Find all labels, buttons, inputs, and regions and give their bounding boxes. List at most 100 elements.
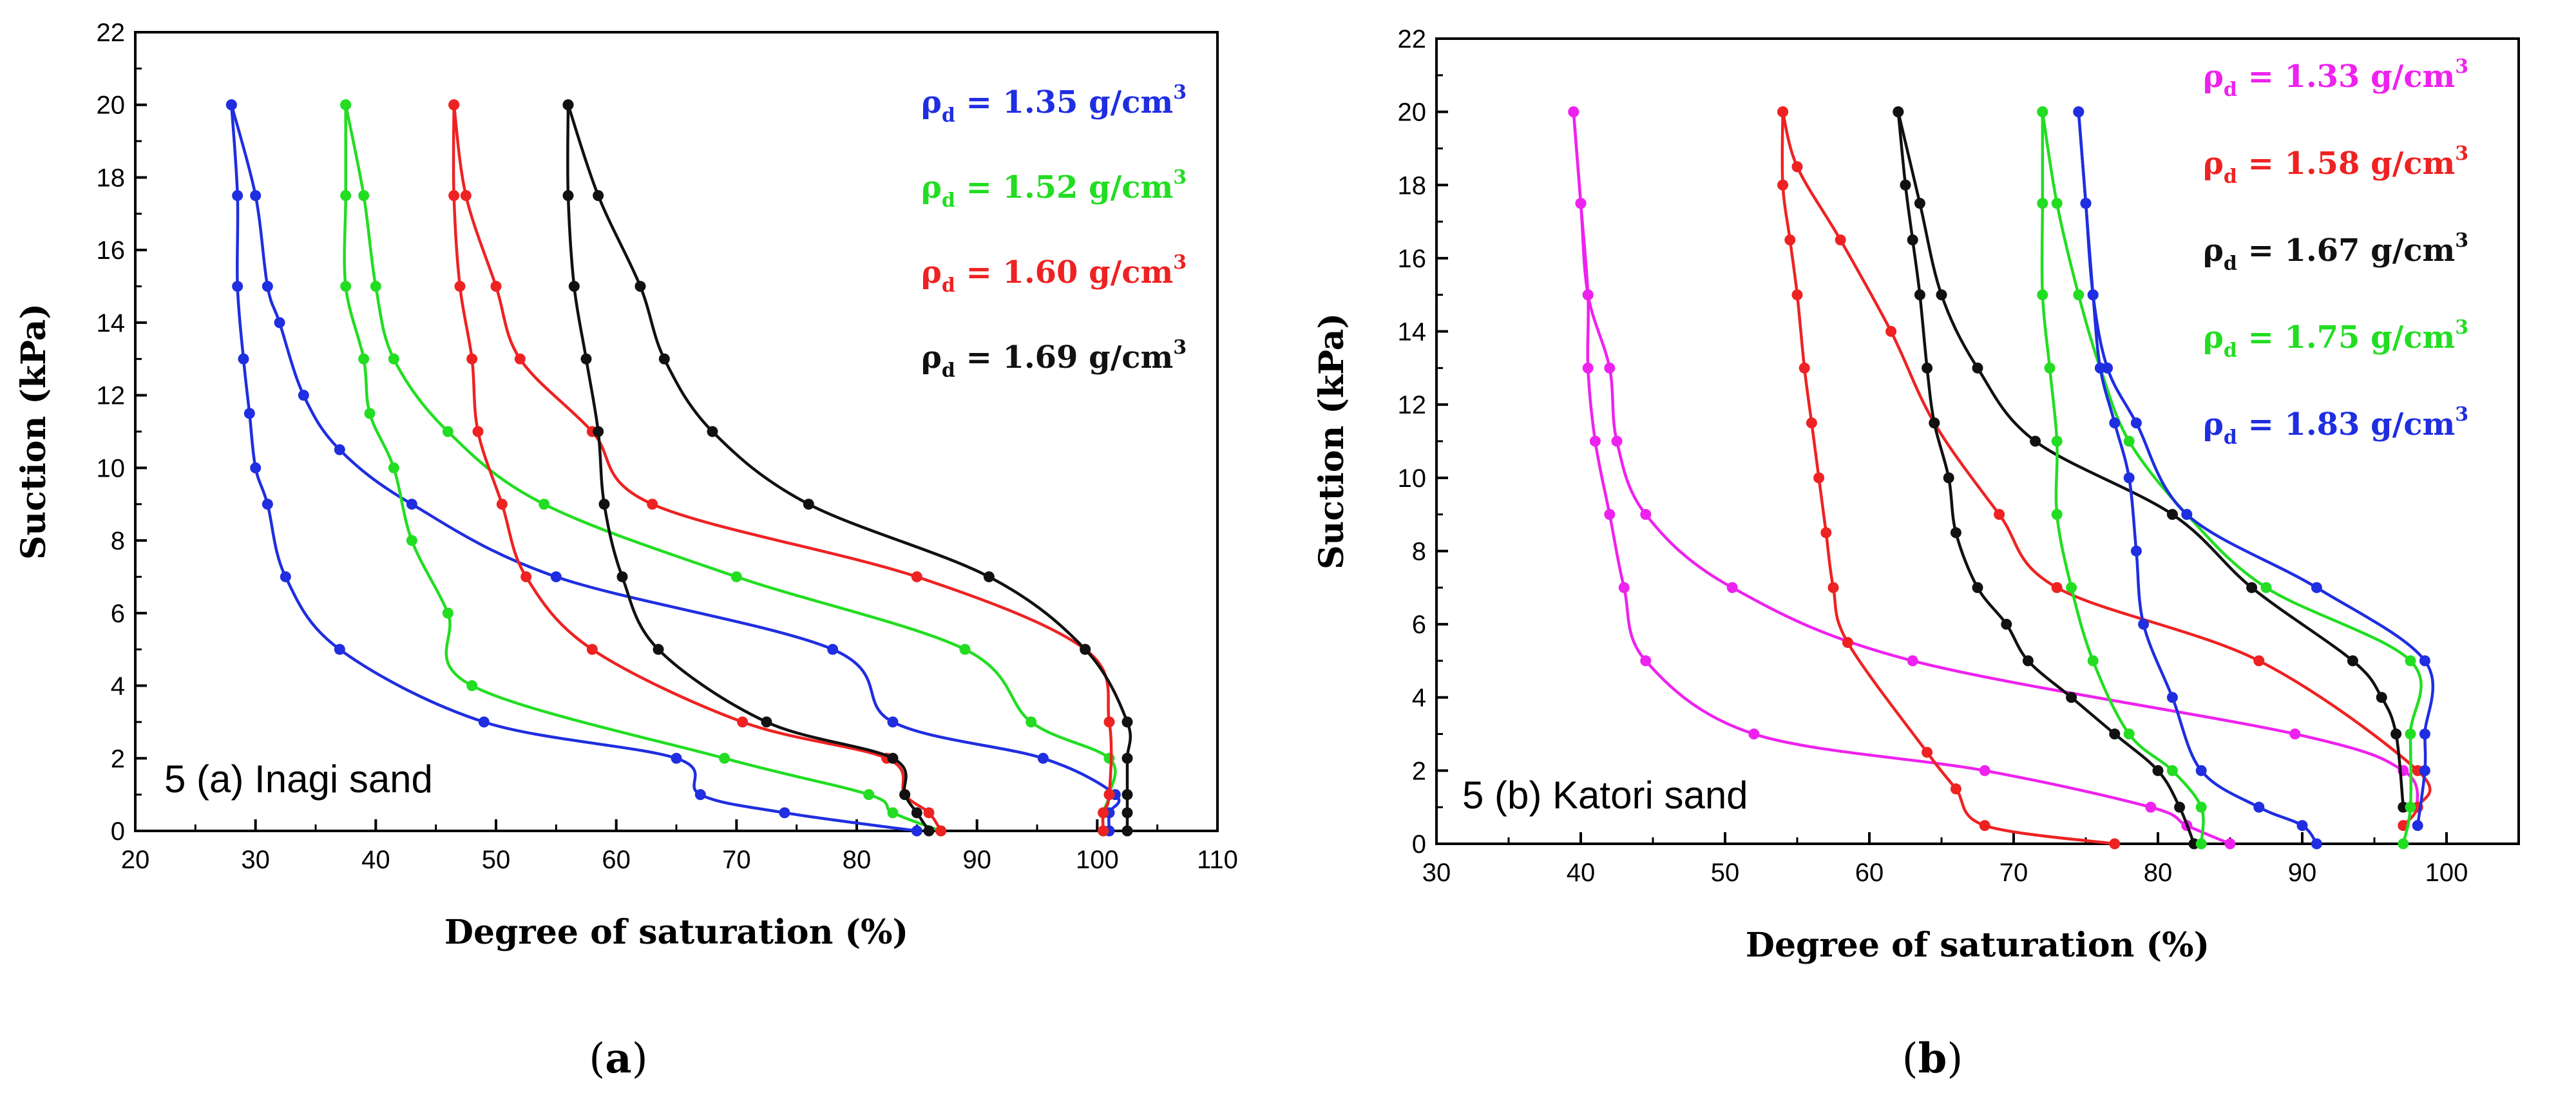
data-point [707,426,718,437]
y-tick-label: 10 [97,454,126,482]
data-point [2195,765,2207,776]
y-tick-label: 6 [111,600,125,628]
data-point [1098,807,1109,819]
data-point [2311,582,2322,593]
y-tick-label: 8 [1412,537,1426,566]
data-point [340,99,352,111]
panel-label: 5 (b) Katori sand [1462,774,1748,817]
data-point [406,535,417,546]
data-point [2037,106,2048,118]
y-tick-label: 0 [1412,830,1426,859]
data-point [2296,820,2308,832]
data-point [1914,289,1925,301]
data-point [2109,417,2121,429]
legend-entry: ρd = 1.83 g/cm3 [2203,403,2468,449]
series-line-drying [566,104,1132,831]
x-axis-title: Degree of saturation (%) [444,913,908,952]
data-point [280,571,291,582]
data-point [2289,728,2301,740]
data-point [334,444,345,455]
data-point [2419,765,2430,776]
data-point [1098,825,1109,837]
data-point [863,789,875,801]
y-tick-label: 14 [97,309,126,338]
data-point [1806,417,1817,429]
data-point [1827,582,1839,593]
data-point [250,190,262,202]
data-point [1121,789,1133,801]
x-tick-label: 40 [361,846,390,874]
data-point [983,571,995,582]
data-point [1929,417,1940,429]
data-point [334,643,345,655]
data-point [2195,801,2207,813]
data-point [2195,838,2207,850]
y-tick-label: 8 [111,527,125,555]
data-point [1582,362,1594,374]
data-point [496,499,508,510]
data-point [2181,509,2193,520]
data-point [562,99,574,111]
data-point [1604,509,1616,520]
data-point [1936,289,1947,301]
data-point [2166,692,2178,703]
series-line-drying [2077,111,2435,826]
data-point [340,281,352,292]
data-point [514,353,526,365]
y-tick-label: 14 [1398,318,1427,347]
data-point [466,353,478,365]
data-point [1748,728,1760,740]
data-point [2001,618,2012,630]
data-point [232,281,243,292]
chart-panel-a: 20 30 40 50 60 70 80 90 100 110 0 2 4 6 8 10 12 14 16 18 20 2… [14,19,1238,1083]
data-point [1835,234,1846,245]
data-point [2405,655,2416,667]
data-point [2130,545,2142,557]
y-tick-label: 10 [1398,464,1427,493]
data-point [1640,509,1652,520]
series-2 [1893,106,2409,850]
data-point [1950,783,1961,795]
data-point [1604,362,1616,374]
data-point [1026,716,1037,728]
legend-entry: ρd = 1.60 g/cm3 [921,251,1187,297]
data-point [442,426,453,437]
series-line-wetting [566,104,930,832]
data-point [2123,472,2135,484]
y-tick-label: 6 [1412,611,1426,639]
data-point [1972,582,1983,593]
data-point [539,499,550,510]
data-point [2051,582,2063,593]
data-point [1121,807,1133,819]
data-point [887,716,899,728]
data-point [478,716,490,728]
data-point [2109,728,2121,740]
series-line-drying [1781,111,2432,827]
series-line-drying [230,104,1121,832]
data-point [1080,643,1091,655]
data-point [406,499,417,510]
data-point [803,499,814,510]
y-tick-label: 4 [111,672,125,701]
data-point [1922,747,1933,758]
legend-entry: ρd = 1.75 g/cm3 [2203,316,2468,362]
data-point [1777,106,1789,118]
data-point [472,426,484,437]
y-tick-label: 16 [97,236,126,265]
x-tick-label: 110 [1197,846,1238,874]
data-point [827,643,839,655]
legend-entry: ρd = 1.67 g/cm3 [2203,229,2468,275]
data-point [2044,362,2056,374]
data-point [2094,362,2106,374]
data-point [1037,752,1049,764]
data-point [1979,820,1990,832]
x-tick-label: 60 [602,846,631,874]
data-point [887,752,899,764]
data-point [1640,655,1652,667]
data-point [2398,838,2409,850]
y-tick-label: 18 [97,164,126,192]
data-point [2253,655,2265,667]
y-tick-label: 2 [1412,757,1426,785]
x-tick-label: 30 [241,846,270,874]
y-tick-label: 16 [1398,245,1427,273]
